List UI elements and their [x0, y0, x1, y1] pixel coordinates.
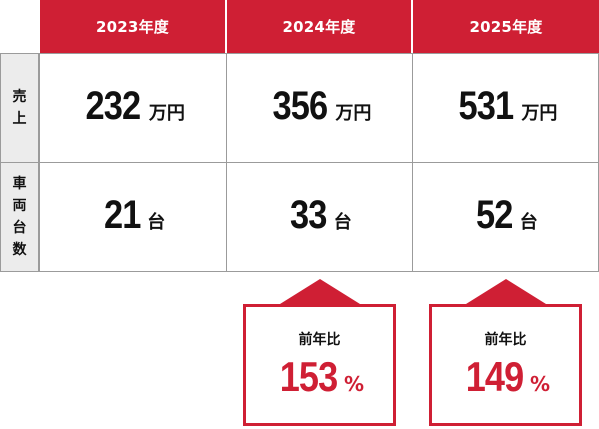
callout-value: 149 %	[461, 353, 550, 401]
vehicles-unit: 台	[333, 212, 352, 233]
vehicles-2023-value: 21	[103, 193, 141, 237]
table-corner	[0, 0, 39, 53]
yoy-callout-2024: 前年比 153 %	[243, 279, 396, 426]
callout-label: 前年比	[484, 332, 527, 348]
callout-label: 前年比	[298, 332, 341, 348]
callout-value: 153 %	[275, 353, 364, 401]
year-header-2024: 2024年度	[227, 0, 411, 53]
vehicles-unit: 台	[519, 212, 538, 233]
year-header-2025: 2025年度	[413, 0, 599, 53]
sales-unit: 万円	[335, 103, 372, 124]
callout-arrow	[279, 279, 360, 304]
row-header-char: 台	[12, 220, 27, 236]
row-header-char: 両	[12, 198, 27, 214]
row-header-char: 数	[12, 242, 27, 258]
callout-arrow	[465, 279, 546, 304]
sales-2024-cell: 356 万円	[226, 53, 413, 163]
sales-2025-value: 531	[458, 84, 514, 128]
vehicles-2023-cell: 21 台	[39, 162, 227, 272]
vehicles-2024-value: 33	[290, 193, 327, 237]
sales-2023-value: 232	[85, 84, 142, 128]
year-header-2023: 2023年度	[40, 0, 225, 53]
row-header-vehicles: 車 両 台 数	[0, 162, 39, 272]
vehicles-2025-cell: 52 台	[412, 162, 599, 272]
row-header-char: 売	[12, 89, 27, 105]
percent-unit: %	[530, 372, 551, 396]
sales-unit: 万円	[148, 103, 185, 124]
percent-unit: %	[344, 372, 365, 396]
row-header-char: 車	[12, 176, 27, 192]
yoy-callout-2025: 前年比 149 %	[429, 279, 582, 426]
row-header-sales: 売 上	[0, 53, 39, 163]
sales-2024-value: 356	[272, 84, 328, 128]
vehicles-2025-value: 52	[476, 193, 513, 237]
yoy-2025-value: 149	[465, 353, 525, 400]
vehicles-unit: 台	[147, 212, 166, 233]
yoy-2024-value: 153	[279, 353, 339, 400]
sales-2023-cell: 232 万円	[39, 53, 227, 163]
sales-2025-cell: 531 万円	[412, 53, 599, 163]
row-header-char: 上	[12, 111, 27, 127]
vehicles-2024-cell: 33 台	[226, 162, 413, 272]
sales-unit: 万円	[521, 103, 558, 124]
comparison-table: 2023年度 2024年度 2025年度 売 上 232 万円 356 万円 5…	[0, 0, 599, 272]
